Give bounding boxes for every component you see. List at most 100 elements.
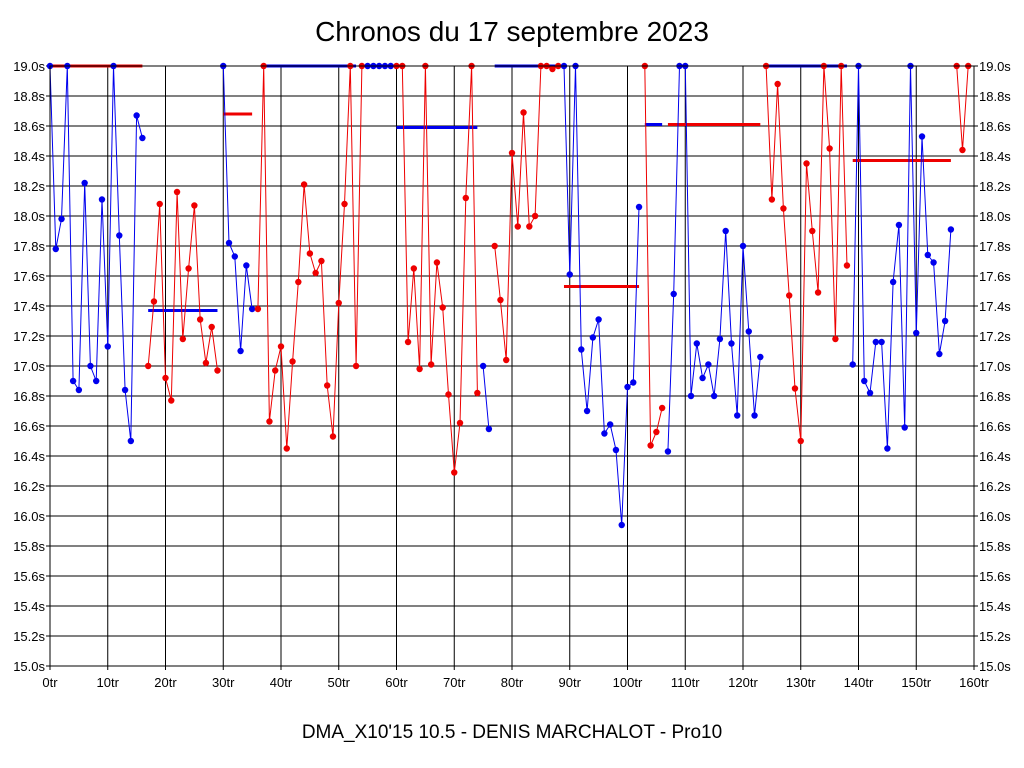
- x-tick-label: 150tr: [901, 675, 931, 690]
- data-point: [803, 160, 810, 167]
- y-tick-label-left: 18.8s: [13, 89, 45, 104]
- data-point: [144, 362, 152, 370]
- x-tick-label: 80tr: [501, 675, 524, 690]
- series-line: [563, 65, 640, 526]
- data-point: [624, 383, 631, 391]
- data-point: [780, 205, 787, 212]
- x-tick-label: 130tr: [786, 675, 816, 690]
- data-point: [895, 221, 903, 229]
- y-tick-label-right: 15.4s: [979, 599, 1011, 614]
- series-line: [956, 65, 969, 151]
- series-points: [46, 62, 972, 529]
- data-point: [179, 335, 187, 343]
- data-point: [849, 361, 856, 368]
- data-point: [81, 179, 88, 187]
- series-line: [49, 65, 143, 442]
- y-tick-label-right: 16.0s: [979, 509, 1011, 524]
- y-tick-label-right: 18.6s: [979, 119, 1011, 134]
- data-point: [52, 245, 59, 253]
- y-tick-label-right: 17.4s: [979, 299, 1011, 314]
- data-point: [225, 239, 233, 247]
- data-point: [670, 290, 677, 298]
- data-point: [503, 356, 510, 364]
- data-point: [456, 419, 464, 427]
- plot-frame: [49, 65, 975, 667]
- data-point: [866, 389, 874, 397]
- y-tick-label-left: 16.2s: [13, 479, 45, 494]
- data-point: [208, 323, 215, 331]
- y-tick-label-left: 18.6s: [13, 119, 45, 134]
- data-point: [300, 181, 308, 188]
- y-tick-label-right: 17.2s: [979, 329, 1011, 344]
- data-point: [168, 397, 175, 404]
- data-point: [237, 347, 244, 355]
- y-tick-label-right: 16.4s: [979, 449, 1011, 464]
- data-point: [508, 149, 516, 157]
- data-point: [352, 362, 360, 370]
- x-tick-label: 30tr: [212, 675, 235, 690]
- data-point: [266, 418, 273, 425]
- data-point: [410, 265, 418, 272]
- data-point: [612, 446, 620, 454]
- data-point: [826, 145, 833, 152]
- data-point: [474, 389, 481, 397]
- x-tick-label: 10tr: [97, 675, 120, 690]
- data-point: [416, 365, 423, 373]
- data-point: [69, 377, 77, 385]
- data-point: [127, 437, 135, 445]
- y-tick-label-right: 17.6s: [979, 269, 1011, 284]
- data-point: [98, 196, 106, 203]
- data-point: [87, 362, 94, 370]
- data-point: [913, 329, 920, 337]
- data-point: [843, 262, 851, 269]
- data-point: [248, 305, 256, 313]
- data-point: [589, 334, 597, 341]
- data-point: [583, 407, 591, 415]
- data-point: [861, 377, 868, 385]
- data-point: [878, 338, 885, 346]
- x-tick-label: 70tr: [443, 675, 466, 690]
- data-point: [757, 353, 764, 361]
- data-point: [306, 250, 314, 257]
- data-point: [901, 424, 908, 431]
- y-tick-label-left: 15.2s: [13, 629, 45, 644]
- data-point: [324, 382, 331, 389]
- y-tick-label-left: 15.8s: [13, 539, 45, 554]
- data-point: [658, 404, 666, 412]
- data-point: [491, 242, 498, 250]
- data-point: [451, 469, 458, 476]
- y-tick-label-right: 19.0s: [979, 59, 1011, 74]
- data-point: [832, 335, 839, 343]
- data-point: [722, 227, 729, 235]
- data-point: [93, 377, 100, 385]
- data-point: [739, 242, 747, 250]
- x-tick-label: 50tr: [328, 675, 351, 690]
- data-point: [295, 278, 302, 286]
- data-point: [716, 335, 724, 343]
- data-point: [791, 385, 799, 392]
- x-tick-label: 140tr: [844, 675, 874, 690]
- x-tick-label: 40tr: [270, 675, 293, 690]
- y-tick-label-right: 18.8s: [979, 89, 1011, 104]
- data-point: [745, 328, 752, 335]
- data-point: [341, 200, 348, 208]
- y-tick-label-left: 15.0s: [13, 659, 45, 674]
- data-point: [647, 442, 654, 449]
- y-tick-label-left: 15.6s: [13, 569, 45, 584]
- y-tick-label-right: 18.0s: [979, 209, 1011, 224]
- data-point: [191, 202, 198, 209]
- data-point: [930, 259, 937, 266]
- data-point: [734, 412, 741, 419]
- data-point: [520, 109, 527, 116]
- data-point: [947, 226, 955, 233]
- data-point: [485, 425, 493, 433]
- y-tick-label-left: 16.4s: [13, 449, 45, 464]
- series-line: [765, 65, 848, 442]
- y-tick-label-left: 17.4s: [13, 299, 45, 314]
- data-point: [433, 259, 441, 266]
- data-point: [202, 359, 210, 367]
- data-point: [595, 316, 602, 323]
- data-point: [884, 445, 891, 452]
- y-tick-label-right: 15.6s: [979, 569, 1011, 584]
- y-tick-label-left: 15.4s: [13, 599, 45, 614]
